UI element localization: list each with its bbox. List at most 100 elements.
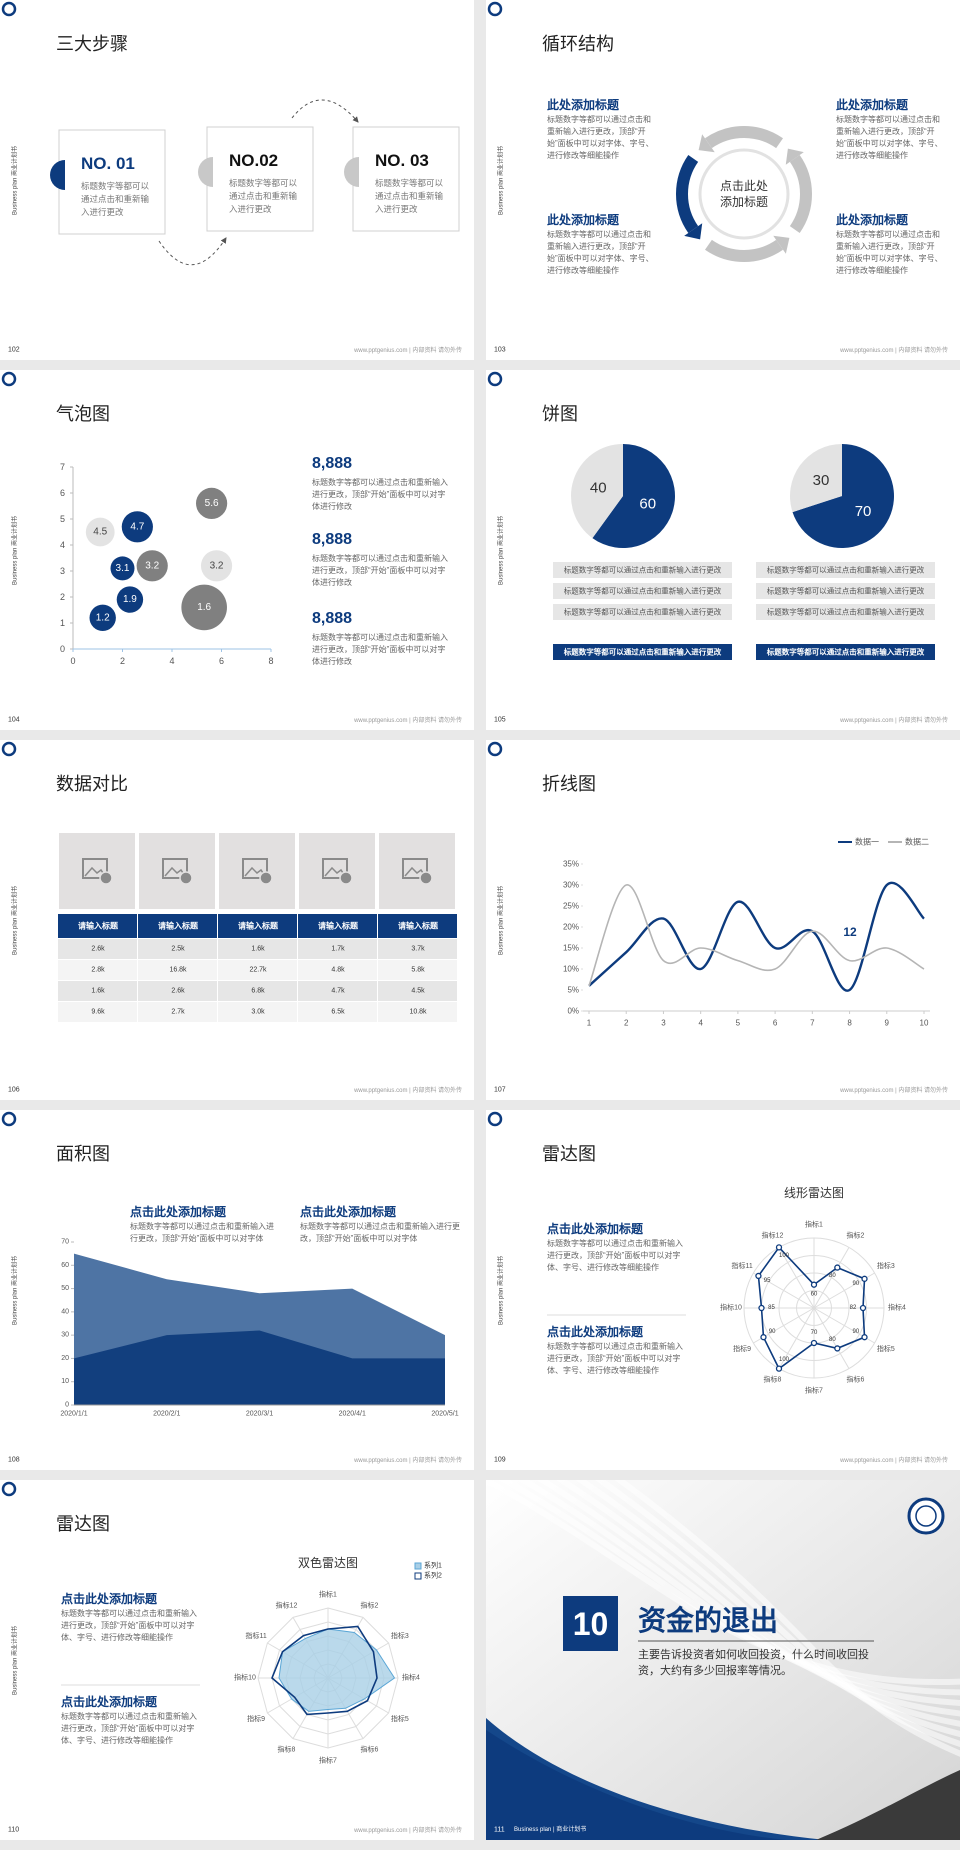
table-cell: [298, 1002, 377, 1022]
slide: 106 请输入标题 请输入标题 请输入标题 请输入标题 请输入标题 2.6k 2.5k 1.6k…: [0, 740, 474, 1100]
image-icon: [242, 858, 268, 879]
pie-slice: [571, 444, 623, 539]
bubble-label: 5.6: [205, 498, 219, 509]
page-number: 111: [494, 1827, 505, 1834]
y-tick-label: 5%: [567, 986, 579, 995]
block-heading: 点击此处添加标题: [547, 1325, 644, 1339]
radar-point: [810, 1281, 818, 1288]
logo: [1, 1111, 17, 1127]
x-tick-label: 7: [810, 1019, 815, 1028]
cycle-center: [698, 148, 790, 240]
y-tick-label: 0: [60, 644, 65, 654]
y-tick-label: 4: [60, 540, 65, 550]
data-label: 90: [853, 1281, 860, 1287]
table-cell: [298, 960, 377, 980]
table-header-cell: [138, 914, 217, 938]
axis-label: 指标6: [847, 1374, 865, 1383]
side-label: Business plan 商业计划书: [12, 1625, 19, 1696]
image-icon: [322, 858, 348, 879]
slide: 109 线形雷达图 指标1 指标2 指标3 指标4 指标5 指标6 指标7 指标8 指标9 指标10 指…: [486, 1110, 960, 1470]
x-tick-label: 6: [773, 1019, 778, 1028]
data-label: 85: [768, 1305, 775, 1311]
bubble-label: 4.7: [130, 521, 144, 532]
y-tick-label: 2: [60, 592, 65, 602]
block-text: 标题数字等都可以通过点击和重新输入进行更改，顶部“开始”面板中可以对字体: [300, 1222, 460, 1243]
list-row: [756, 562, 935, 578]
table-cell: [218, 1002, 297, 1022]
axis-label: 指标5: [391, 1714, 409, 1723]
swoosh: [594, 1480, 960, 1748]
y-tick-label: 70: [61, 1239, 69, 1246]
table-header: 请输入标题: [318, 921, 359, 931]
bubble: [121, 511, 153, 543]
x-tick-label: 2: [624, 1019, 629, 1028]
axis-label: 指标9: [247, 1714, 265, 1723]
block-text: 标题数字等都可以通过点击和重新输入进行更改，顶部“开始”面板中可以对字体、字号、…: [547, 115, 654, 160]
side-label: Business plan 商业计划书: [498, 1255, 505, 1326]
x-tick-label: 2020/3/1: [246, 1411, 273, 1418]
footer: www.pptgenius.com | 内部资料 请勿外传: [840, 348, 948, 354]
axis-label: 指标6: [361, 1744, 379, 1753]
connector: [291, 99, 359, 123]
axis-label: 指标5: [877, 1344, 895, 1353]
slide-canvas: 104 0 1 2 3 4 5 6 7 0 2 4 6 8 4.5 4.7 5.6 3.1 3.2 3.2 1.9 1.2…: [1, 371, 274, 724]
image-icon: [404, 866, 426, 877]
pie-slice: [792, 444, 894, 548]
footer: www.pptgenius.com | 内部资料 请勿外传: [354, 1458, 462, 1464]
logo: [487, 371, 503, 387]
block-heading: 点击此处添加标题: [130, 1205, 227, 1219]
legend-label: 数据二: [905, 837, 929, 847]
swoosh: [575, 1480, 960, 1738]
table-cell-text: 3.7k: [411, 946, 425, 953]
data-label: 90: [853, 1329, 860, 1335]
table-cell-text: 3.0k: [251, 1009, 265, 1016]
pie-slice: [592, 444, 675, 548]
center-text: 点击此处添加标题: [719, 179, 768, 209]
x-tick-label: 3: [661, 1019, 666, 1028]
page-number: 106: [8, 1087, 20, 1094]
stat-value: 8,888: [312, 455, 353, 472]
block-text: 标题数字等都可以通过点击和重新输入进行更改，顶部“开始”面板中可以对字体、字号、…: [547, 1342, 683, 1375]
dark-corner: [816, 1770, 960, 1840]
stat-text: 标题数字等都可以通过点击和重新输入进行更改，顶部“开始”面板中可以对字体进行修改: [312, 633, 448, 666]
cycle-arc: [704, 239, 784, 262]
legend-label: 系列2: [424, 1571, 442, 1580]
list-text: 标题数字等都可以通过点击和重新输入进行更改: [564, 565, 722, 575]
axis-label: 指标2: [361, 1601, 379, 1610]
legend-label: 系列1: [424, 1561, 442, 1570]
page-number: 109: [494, 1457, 506, 1464]
block-text: 标题数字等都可以通过点击和重新输入进行更改，顶部“开始”面板中可以对字体: [130, 1222, 274, 1243]
block-text: 标题数字等都可以通过点击和重新输入进行更改，顶部“开始”面板中可以对字体、字号、…: [836, 230, 943, 275]
step-label: NO. 01: [81, 154, 135, 173]
radar-point: [861, 1334, 868, 1341]
bubble-label: 1.9: [123, 594, 137, 605]
data-label: 100: [779, 1357, 790, 1363]
table-cell: [298, 981, 377, 1001]
image-icon: [99, 871, 113, 885]
side-label: Business plan 商业计划书: [12, 515, 19, 586]
axis-label: 指标10: [720, 1303, 742, 1312]
slide-canvas: 106 请输入标题 请输入标题 请输入标题 请输入标题 请输入标题 2.6k 2.5k 1.6k…: [1, 741, 457, 1094]
block-heading: 点击此处添加标题: [61, 1695, 158, 1709]
x-tick-label: 8: [268, 656, 273, 666]
x-tick-label: 6: [219, 656, 224, 666]
stat-text: 标题数字等都可以通过点击和重新输入进行更改，顶部“开始”面板中可以对字体进行修改: [312, 554, 448, 587]
table-header: 请输入标题: [78, 921, 119, 931]
table-cell-text: 1.7k: [331, 946, 345, 953]
table-cell-text: 6.5k: [331, 1009, 345, 1016]
cycle-arc: [704, 126, 784, 149]
list-row: [553, 562, 732, 578]
data-label: 82: [850, 1305, 857, 1311]
side-label: Business plan 商业计划书: [498, 885, 505, 956]
step-card: [58, 129, 166, 235]
block-heading: 此处添加标题: [547, 98, 620, 112]
x-tick-label: 2020/1/1: [60, 1411, 87, 1418]
y-tick-label: 30: [61, 1332, 69, 1339]
swoosh: [614, 1480, 960, 1757]
image-placeholder: [219, 833, 295, 909]
pie-label: 30: [813, 472, 830, 489]
table-cell: [138, 939, 217, 959]
axis-label: 指标3: [391, 1631, 409, 1640]
bubble: [116, 586, 144, 613]
slide-canvas: 108 0 10 20 30 40 50 60 70 2020/1/1 2020/2/1 2020/3…: [1, 1111, 459, 1464]
